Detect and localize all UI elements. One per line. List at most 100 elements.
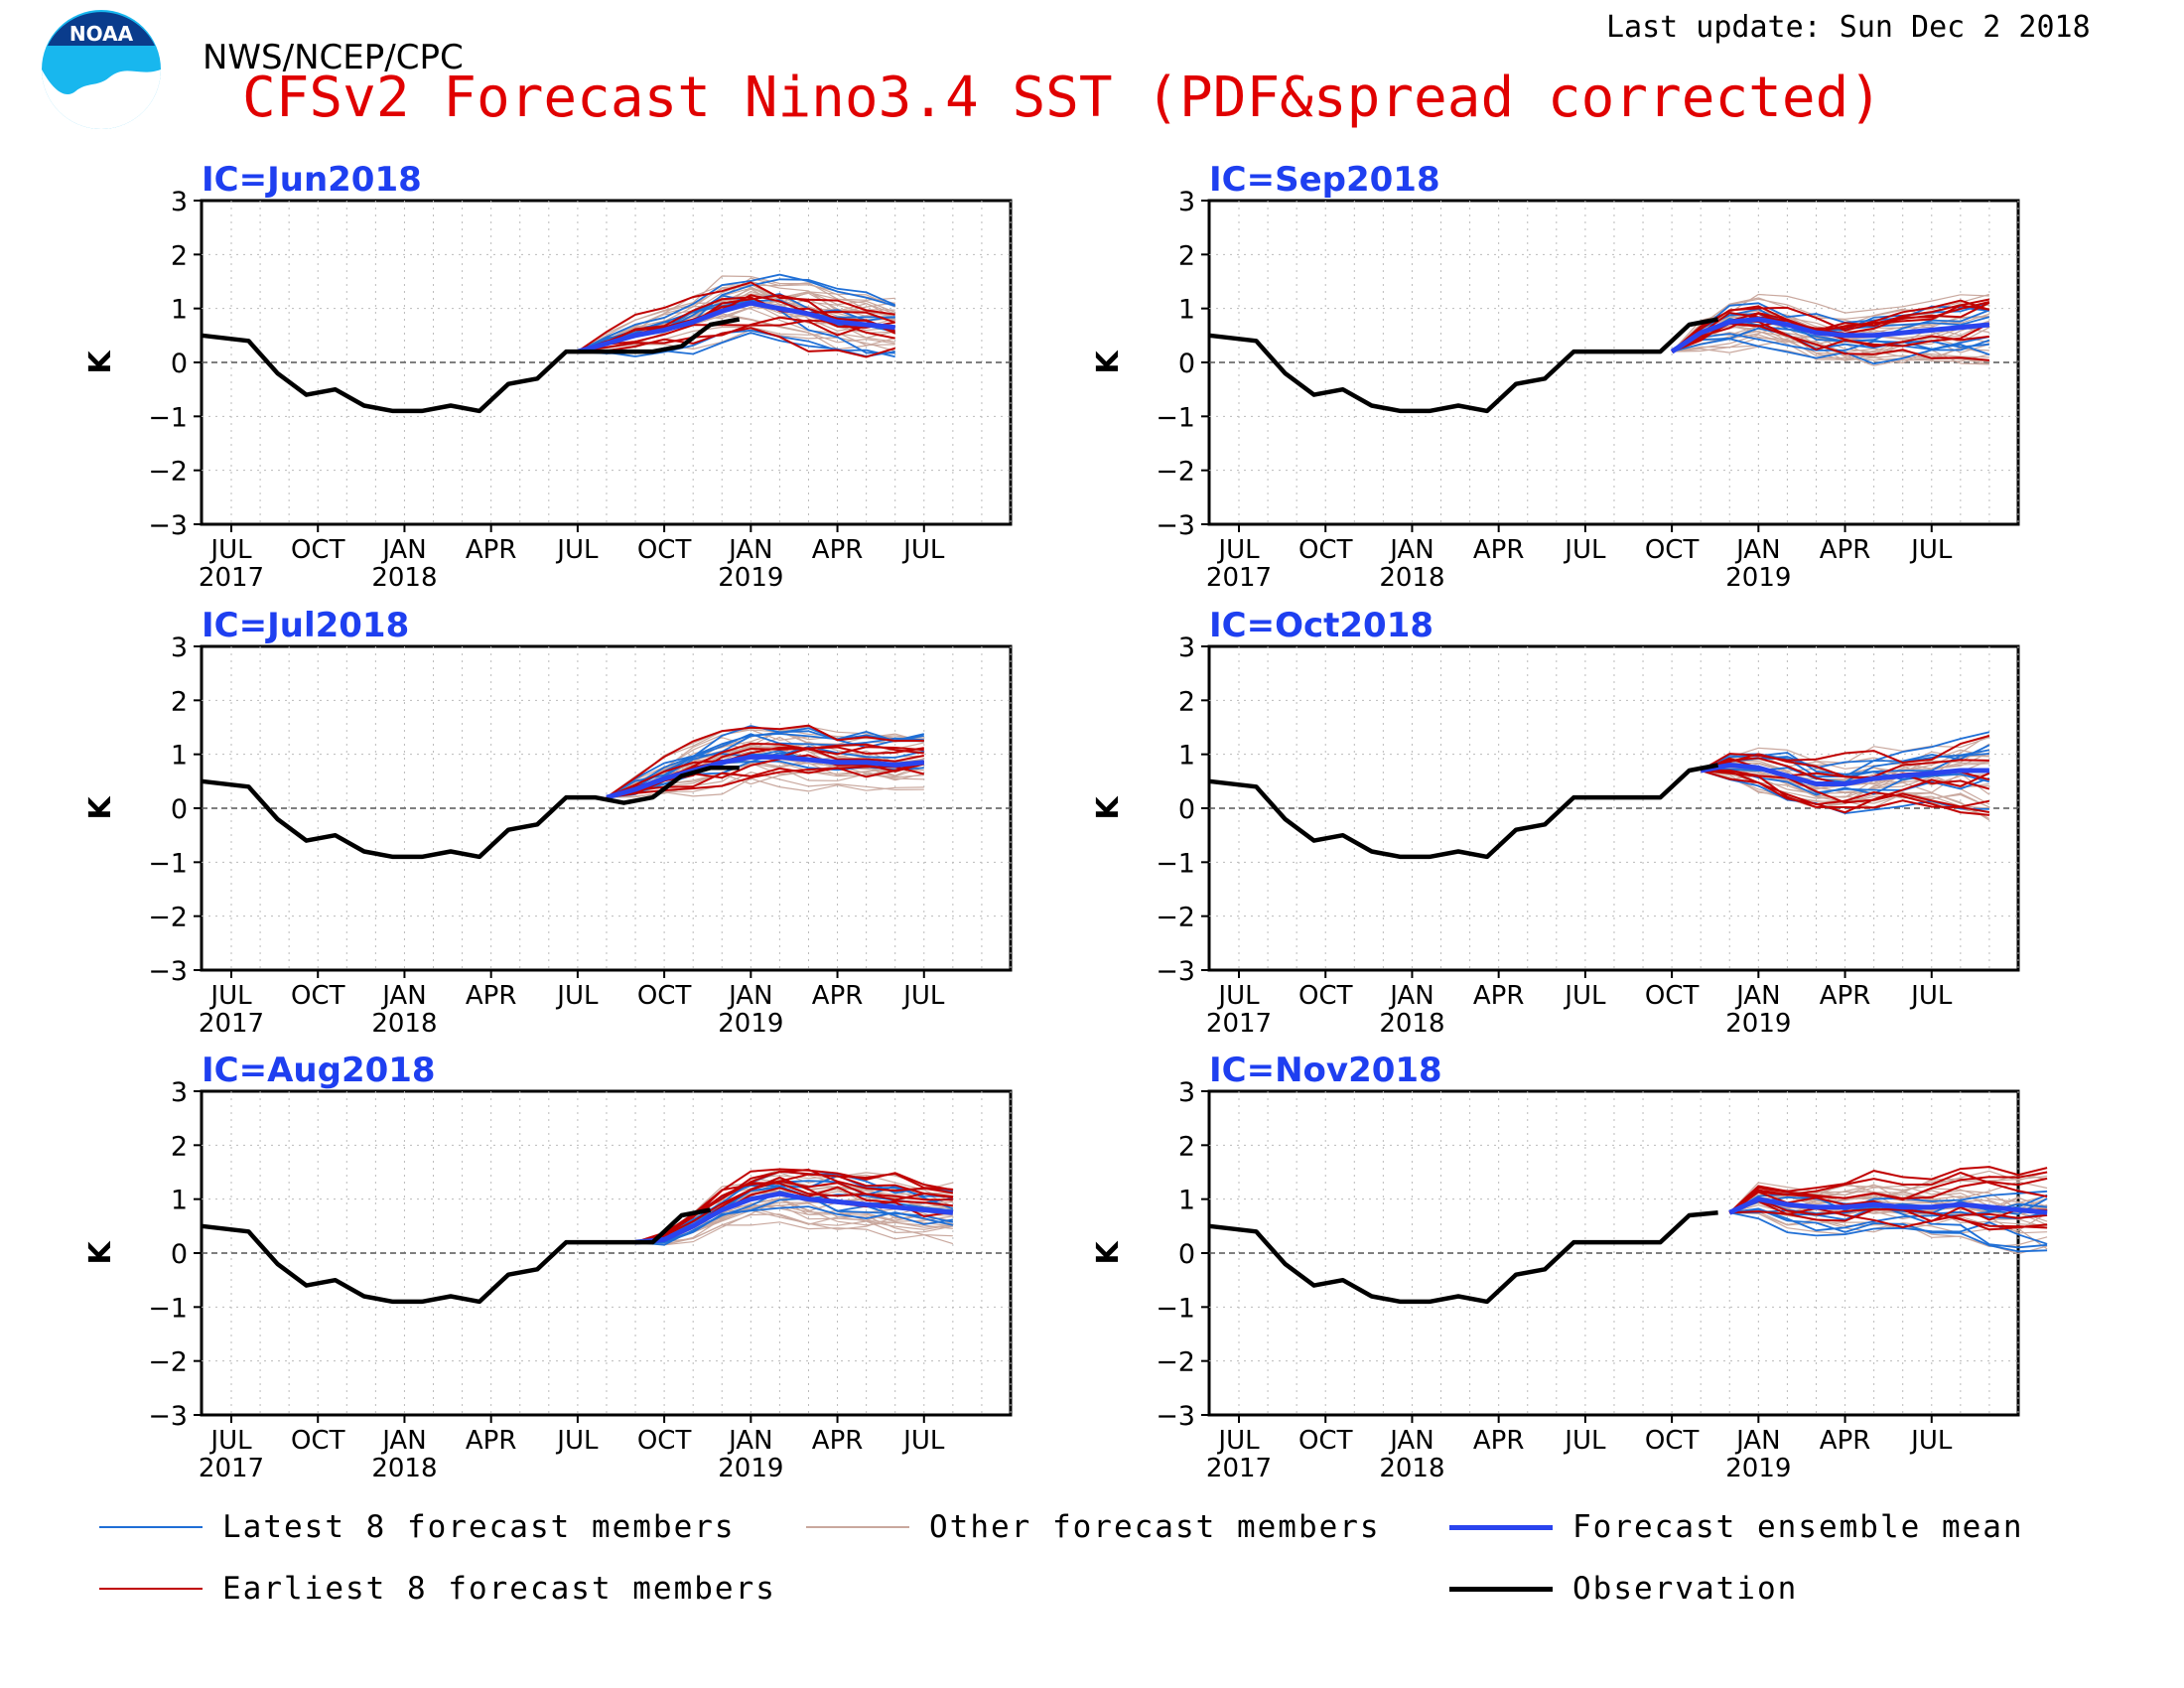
observation-line: [201, 317, 741, 414]
x-tick-label: JAN: [727, 535, 772, 565]
y-tick-label: 3: [1178, 187, 1195, 217]
x-tick-year: 2017: [1206, 1009, 1272, 1039]
x-tick-label: APR: [466, 535, 517, 565]
y-tick-label: 3: [171, 633, 188, 663]
legend-swatch-latest: [99, 1526, 203, 1528]
x-tick-label: JUL: [901, 535, 945, 565]
legend-swatch-other: [806, 1526, 909, 1528]
y-axis-label: K: [1091, 1240, 1126, 1265]
x-tick-label: JAN: [1734, 981, 1780, 1011]
earliest-member-line: [634, 1168, 954, 1244]
ensemble-mean-line: [1670, 317, 1990, 354]
ensemble-mean-line: [634, 1191, 954, 1245]
y-tick-label: −2: [148, 903, 188, 933]
panel-title: IC=Jun2018: [202, 160, 422, 200]
x-tick-label: JAN: [380, 981, 426, 1011]
y-tick-label: 0: [1178, 1239, 1195, 1270]
y-tick-label: −3: [148, 1401, 188, 1432]
earliest-member-line: [1728, 1199, 2048, 1229]
latest-member-line: [634, 1205, 954, 1243]
x-tick-year: 2018: [371, 1009, 437, 1039]
x-tick-label: JUL: [1909, 981, 1953, 1011]
legend-label-other: Other forecast members: [929, 1509, 1381, 1545]
ensemble-mean-line: [577, 300, 895, 354]
x-tick-year: 2019: [718, 1454, 783, 1483]
x-tick-year: 2019: [1725, 1454, 1791, 1483]
y-tick-label: −2: [148, 457, 188, 488]
x-tick-label: APR: [812, 981, 864, 1011]
y-tick-label: 1: [1178, 295, 1195, 326]
panel-title: IC=Oct2018: [1209, 606, 1433, 645]
x-tick-year: 2019: [1725, 1009, 1791, 1039]
earliest-member-line: [1700, 770, 1990, 814]
x-tick-label: APR: [1820, 535, 1871, 565]
x-tick-label: APR: [1473, 535, 1525, 565]
latest-member-line: [1729, 1211, 2048, 1245]
legend-label-observation: Observation: [1572, 1571, 1799, 1607]
earliest-member-line: [1728, 1171, 2048, 1214]
x-tick-year: 2017: [199, 563, 264, 593]
observation-line: [1208, 317, 1719, 414]
x-tick-label: APR: [812, 535, 864, 565]
observation-line: [1208, 763, 1719, 860]
x-tick-label: APR: [1473, 981, 1525, 1011]
chart-title: CFSv2 Forecast Nino3.4 SST (PDF&spread c…: [242, 66, 1883, 130]
x-tick-label: OCT: [637, 981, 692, 1011]
legend-item-latest: Latest 8 forecast members: [99, 1509, 736, 1545]
x-tick-label: JUL: [1216, 535, 1260, 565]
x-tick-label: OCT: [291, 535, 345, 565]
x-tick-label: OCT: [1298, 1426, 1353, 1456]
x-tick-label: JUL: [1909, 535, 1953, 565]
other-member-line: [577, 329, 895, 352]
earliest-member-line: [1671, 304, 1990, 352]
x-tick-label: JUL: [555, 1426, 599, 1456]
x-tick-label: OCT: [1298, 535, 1353, 565]
svg-text:NOAA: NOAA: [69, 22, 134, 46]
x-tick-year: 2018: [371, 1454, 437, 1483]
x-tick-year: 2017: [1206, 563, 1272, 593]
earliest-member-line: [606, 760, 925, 799]
x-tick-label: APR: [1820, 1426, 1871, 1456]
y-tick-label: −1: [1156, 402, 1195, 433]
y-tick-label: −2: [1156, 457, 1195, 488]
x-tick-year: 2017: [1206, 1454, 1272, 1483]
observation-line: [201, 1207, 712, 1305]
x-tick-year: 2017: [199, 1454, 264, 1483]
y-axis-label: K: [83, 350, 118, 374]
x-tick-label: JAN: [1734, 535, 1780, 565]
observation-line: [201, 766, 740, 860]
x-tick-label: APR: [1820, 981, 1871, 1011]
earliest-member-line: [1728, 1166, 2048, 1214]
y-tick-label: 1: [1178, 741, 1195, 772]
y-tick-label: −3: [1156, 956, 1195, 987]
legend-item-other: Other forecast members: [806, 1509, 1381, 1545]
x-tick-label: OCT: [637, 1426, 692, 1456]
x-tick-label: JUL: [1216, 981, 1260, 1011]
y-tick-label: −2: [1156, 1347, 1195, 1378]
x-tick-label: JAN: [380, 535, 426, 565]
x-tick-label: JUL: [1563, 535, 1606, 565]
legend-swatch-earliest: [99, 1588, 203, 1590]
y-tick-label: −2: [148, 1347, 188, 1378]
x-tick-label: JUL: [555, 535, 599, 565]
y-tick-label: −1: [148, 1293, 188, 1324]
x-tick-label: JAN: [1388, 981, 1433, 1011]
latest-member-line: [1671, 333, 1989, 352]
x-tick-label: JUL: [901, 1426, 945, 1456]
y-tick-label: 2: [1178, 240, 1195, 271]
y-tick-label: 1: [171, 1186, 188, 1216]
last-update: Last update: Sun Dec 2 2018: [1606, 10, 2091, 45]
ensemble-mean-line: [1728, 1196, 2048, 1215]
legend-item-observation: Observation: [1449, 1571, 1798, 1607]
x-tick-label: OCT: [291, 1426, 345, 1456]
x-tick-year: 2018: [371, 563, 437, 593]
legend-label-earliest: Earliest 8 forecast members: [222, 1571, 776, 1607]
latest-member-line: [1671, 338, 1990, 365]
y-tick-label: 2: [1178, 686, 1195, 717]
